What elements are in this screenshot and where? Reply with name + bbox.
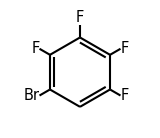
Text: F: F	[76, 10, 84, 25]
Text: F: F	[31, 41, 40, 56]
Text: F: F	[120, 41, 129, 56]
Text: Br: Br	[24, 88, 40, 103]
Text: F: F	[120, 88, 129, 103]
